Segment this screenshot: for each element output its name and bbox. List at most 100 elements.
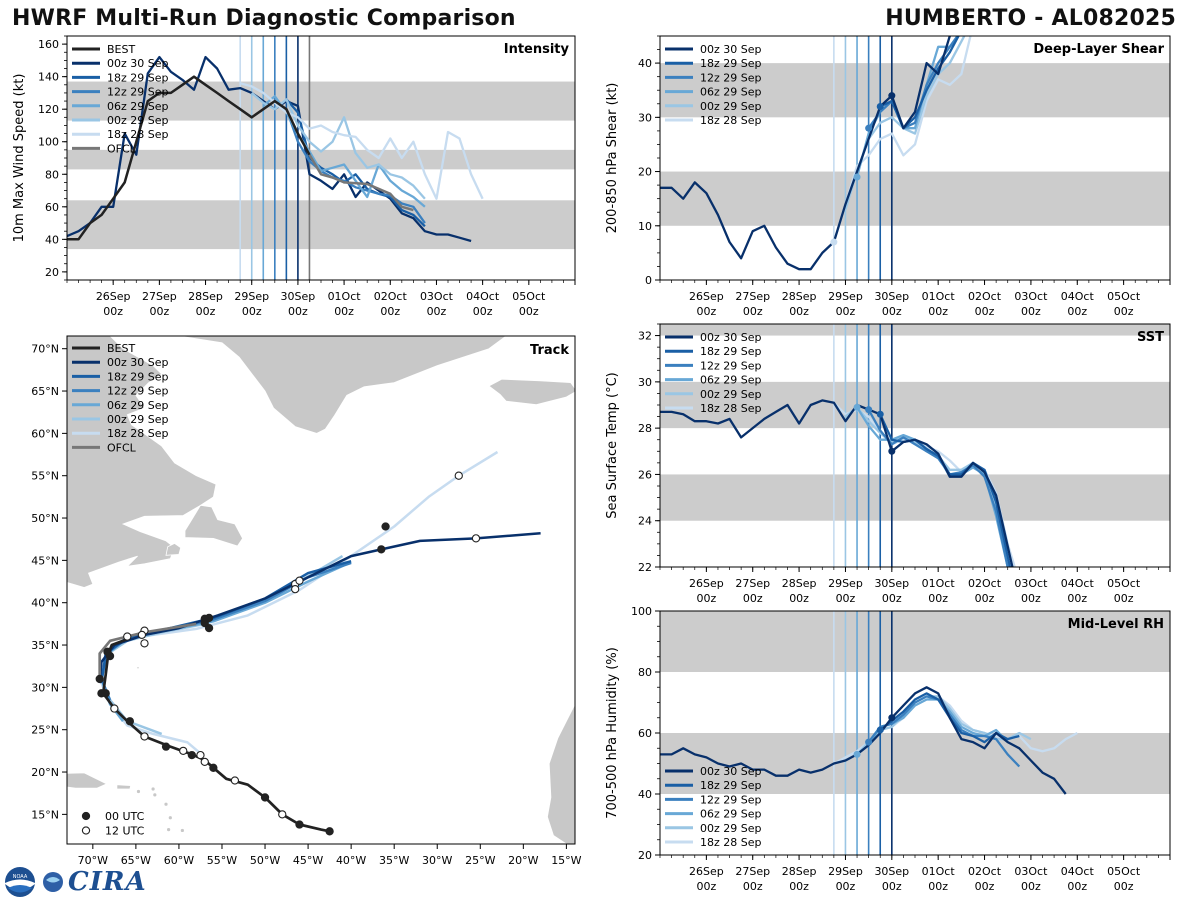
sst-marker-r18z29 [876,410,884,418]
sst-xtick-sublabel: 00z [743,592,763,605]
track-dot-filled-best [187,750,196,760]
track-dot-open-best [200,757,209,767]
rh-xtick-label: 02Oct [968,865,1002,878]
intensity-xtick-label: 01Oct [328,290,362,303]
rh-plot-area [660,611,1170,855]
track-line-r12z29 [100,561,352,701]
shear-series-r18z29 [879,36,960,130]
island-land [167,828,171,832]
rh-xtick-sublabel: 00z [789,880,809,893]
track-panel: 70°W 65°W 60°W 55°W 50°W 45°W 40°W 35°W 30°W 25°W… [31,335,582,867]
rh-xtick-sublabel: 00z [836,880,856,893]
track-line-ofcl [98,622,197,679]
track-dot-open-best [278,810,287,819]
track-ytick-label: 60°N [31,427,59,440]
intensity-ytick-label: 120 [38,103,59,116]
shear-ytick-label: 10 [638,220,652,233]
rh-xtick-sublabel: 00z [696,880,716,893]
intensity-xtick-sublabel: 00z [149,305,169,318]
track-dot-open-best [140,732,149,741]
shear-xtick-label: 27Sep [735,290,770,303]
sst-band-0 [660,474,1170,521]
rh-xtick-sublabel: 00z [1021,880,1041,893]
rh-xtick-label: 01Oct [922,865,956,878]
intensity-xtick-sublabel: 00z [473,305,493,318]
track-legend-label-r18z29: 18z 29 Sep [107,370,169,383]
intensity-xtick-label: 29Sep [234,290,269,303]
shear-xtick-sublabel: 00z [743,305,763,318]
shear-xtick-label: 29Sep [828,290,863,303]
rh-legend-label-r00z29: 00z 29 Sep [700,822,762,835]
intensity-xtick-sublabel: 00z [103,305,123,318]
track-dot-open-best [110,704,119,713]
north-america-land [67,336,217,588]
shear-legend-label-r18z28: 18z 28 Sep [700,114,762,127]
sst-marker-r00z30 [888,447,896,455]
track-marker-legend: 00 UTC 12 UTC [81,810,145,838]
shear-xtick-label: 02Oct [968,290,1002,303]
africa-land [546,704,575,844]
sst-plot-area [660,324,1170,567]
track-dot-filled-r00z30 [377,545,386,554]
hispaniola-land [67,772,108,789]
intensity-band-2 [67,81,575,121]
intensity-panel: 20 40 60 80 100 120 140 160 26Sep 00z 27Sep 00z 28Se… [12,35,576,318]
storm-id-title: HUMBERTO - AL082025 [885,6,1176,31]
rh-xtick-label: 26Sep [689,865,724,878]
track-dot-open-r00z30 [471,534,481,543]
track-frame [66,335,576,845]
sst-series-r12z29 [867,409,1009,567]
intensity-legend-label-r18z29: 18z 29 Sep [107,71,169,84]
sst-xtick-sublabel: 00z [1021,592,1041,605]
track-xtick-label: 60°W [164,854,194,867]
cira-globe-icon [43,872,63,892]
sst-marker-r06z29 [853,403,861,411]
intensity-ytick-label: 40 [45,233,59,246]
sst-xtick-label: 27Sep [735,577,770,590]
track-xtick-label: 70°W [78,854,108,867]
shear-xtick-label: 01Oct [922,290,956,303]
intensity-xtick-label: 26Sep [96,290,131,303]
track-xtick-label: 20°W [508,854,538,867]
intensity-legend-label-ofcl: OFCL [107,142,137,155]
track-legend-label-ofcl: OFCL [107,441,137,454]
track-dot-open-best [230,776,240,785]
sst-ytick-label: 24 [638,515,652,528]
intensity-xtick-label: 28Sep [188,290,223,303]
sst-xtick-label: 29Sep [828,577,863,590]
sst-xtick-sublabel: 00z [696,592,716,605]
track-legend-label-best: BEST [107,342,135,355]
shear-xtick-label: 30Sep [874,290,909,303]
shear-legend-label-r18z29: 18z 29 Sep [700,57,762,70]
track-ytick-label: 70°N [31,343,59,356]
shear-series-r00z30 [660,36,952,271]
shear-marker-r06z29 [853,173,861,181]
sst-xtick-label: 28Sep [782,577,817,590]
intensity-xtick-label: 30Sep [281,290,316,303]
sst-xtick-sublabel: 00z [882,592,902,605]
track-dot-filled-best [209,763,218,772]
track-legend-label-r12z29: 12z 29 Sep [107,385,169,398]
shear-xtick-label: 26Sep [689,290,724,303]
shear-xtick-label: 03Oct [1014,290,1048,303]
island-land [180,828,184,833]
sst-xtick-label: 05Oct [1107,577,1141,590]
rh-legend-label-r12z29: 12z 29 Sep [700,793,762,806]
sst-xtick-label: 01Oct [922,577,956,590]
track-dot-open-r18z28 [137,630,147,640]
sst-panel: 22 24 26 28 30 32 26Sep 00z 27Sep 00z 28Sep 00z 29Se… [605,323,1171,605]
intensity-legend-label-best: BEST [107,43,135,56]
rh-series-r00z30 [660,686,1067,795]
intensity-legend-label-r06z29: 06z 29 Sep [107,100,169,113]
rh-xtick-label: 04Oct [1061,865,1095,878]
island-land [164,802,168,806]
intensity-series-r18z29 [285,98,426,228]
sst-ytick-label: 30 [638,376,652,389]
shear-xtick-label: 28Sep [782,290,817,303]
track-dot-filled-best [260,793,270,802]
sst-ytick-label: 26 [638,468,652,481]
sst-xtick-sublabel: 00z [1114,592,1134,605]
track-ytick-label: 65°N [31,385,59,398]
